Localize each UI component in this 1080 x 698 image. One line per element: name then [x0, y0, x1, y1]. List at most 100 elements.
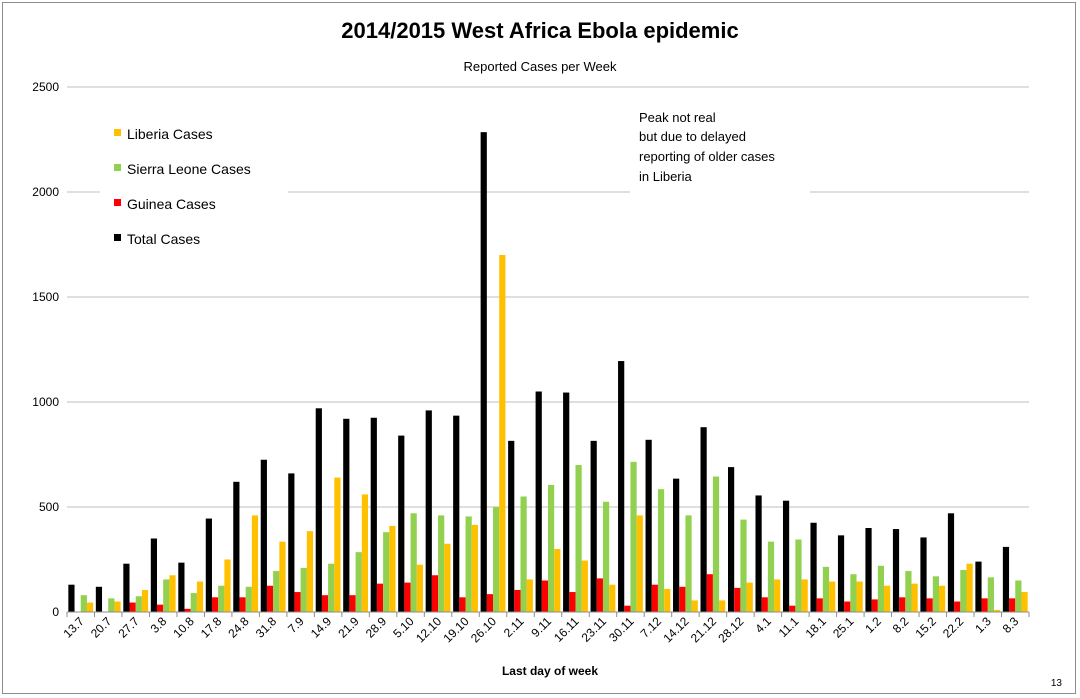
bar-total-cases-28.12: [728, 467, 735, 612]
bar-total-cases-26.10: [480, 132, 487, 612]
bar-total-cases-2.11: [508, 440, 515, 612]
bar-total-cases-21.12: [700, 427, 707, 612]
bar-liberia-cases-24.8: [251, 515, 259, 612]
bar-sierra-leone-cases-30.11: [630, 461, 637, 612]
bar-guinea-cases-21.9: [349, 595, 356, 612]
bar-total-cases-8.3: [1002, 546, 1010, 612]
bar-sierra-leone-cases-23.11: [602, 501, 610, 612]
bar-total-cases-20.7: [95, 586, 103, 612]
bar-total-cases-15.2: [920, 537, 927, 612]
bar-sierra-leone-cases-14.12: [685, 515, 692, 612]
bar-total-cases-4.1: [755, 495, 762, 612]
x-tick-label-11.1: 11.1: [776, 614, 802, 640]
bar-liberia-cases-9.11: [554, 549, 561, 612]
bar-guinea-cases-14.9: [321, 595, 329, 612]
x-tick-label-22.2: 22.2: [940, 614, 967, 641]
bar-liberia-cases-4.1: [774, 579, 781, 612]
bar-total-cases-31.8: [260, 459, 267, 612]
bar-sierra-leone-cases-31.8: [273, 571, 280, 612]
bar-liberia-cases-1.3: [993, 609, 1001, 612]
x-tick-label-25.1: 25.1: [830, 614, 857, 641]
bar-guinea-cases-25.1: [844, 601, 851, 612]
legend-swatch-guinea-cases: [114, 199, 121, 206]
x-tick-label-14.9: 14.9: [308, 614, 335, 641]
x-tick-label-26.10: 26.10: [468, 614, 499, 645]
x-tick-label-18.1: 18.1: [803, 614, 830, 641]
bar-total-cases-8.2: [892, 529, 900, 612]
x-tick-label-21.9: 21.9: [335, 614, 362, 641]
x-tick-label-14.12: 14.12: [660, 614, 691, 645]
bar-sierra-leone-cases-26.10: [493, 507, 500, 612]
bar-liberia-cases-10.8: [196, 581, 204, 612]
bar-guinea-cases-11.1: [789, 605, 796, 612]
bar-sierra-leone-cases-19.10: [465, 516, 472, 612]
annotation-line-1: Peak not real: [639, 110, 716, 125]
bar-liberia-cases-14.9: [334, 477, 341, 612]
bar-sierra-leone-cases-20.7: [108, 598, 115, 612]
bar-guinea-cases-7.9: [294, 592, 301, 612]
y-tick-label-500: 500: [39, 500, 59, 514]
bar-total-cases-9.11: [535, 391, 542, 612]
x-tick-label-1.2: 1.2: [862, 614, 884, 636]
bar-liberia-cases-5.10: [416, 564, 423, 612]
bar-sierra-leone-cases-7.9: [300, 567, 307, 612]
y-tick-label-2000: 2000: [32, 185, 59, 199]
annotation-line-3: reporting of older cases: [639, 149, 775, 164]
bar-sierra-leone-cases-8.2: [905, 571, 912, 612]
bar-guinea-cases-30.11: [624, 605, 631, 612]
bar-sierra-leone-cases-21.9: [355, 552, 362, 612]
bar-guinea-cases-2.11: [514, 589, 521, 612]
y-tick-label-1500: 1500: [32, 290, 59, 304]
x-axis-label: Last day of week: [502, 664, 598, 678]
bar-guinea-cases-7.12: [651, 584, 658, 612]
gridlines: [67, 86, 1029, 508]
bar-total-cases-10.8: [178, 562, 185, 612]
legend-label-sierra-leone-cases: Sierra Leone Cases: [127, 161, 251, 177]
bar-liberia-cases-15.2: [939, 585, 946, 612]
bar-sierra-leone-cases-13.7: [80, 595, 87, 612]
bar-total-cases-21.9: [343, 418, 350, 612]
x-tick-label-10.8: 10.8: [170, 614, 197, 641]
annotation-line-2: but due to delayed: [639, 129, 746, 144]
bar-total-cases-30.11: [618, 361, 625, 612]
x-tick-label-30.11: 30.11: [606, 614, 637, 645]
bar-guinea-cases-12.10: [431, 575, 439, 612]
x-tick-label-19.10: 19.10: [441, 614, 472, 645]
bar-sierra-leone-cases-4.1: [767, 541, 775, 612]
bar-sierra-leone-cases-14.9: [328, 563, 335, 612]
y-tick-label-1000: 1000: [32, 395, 59, 409]
bar-total-cases-1.3: [975, 561, 982, 612]
bar-guinea-cases-1.2: [871, 599, 878, 612]
bar-sierra-leone-cases-7.12: [657, 489, 665, 612]
bar-liberia-cases-18.1: [829, 581, 836, 612]
bar-total-cases-12.10: [425, 410, 432, 612]
bar-liberia-cases-14.12: [691, 600, 698, 612]
bar-total-cases-7.12: [645, 439, 652, 612]
bar-sierra-leone-cases-16.11: [575, 465, 582, 612]
bar-total-cases-7.9: [288, 473, 295, 612]
bar-guinea-cases-26.10: [486, 594, 494, 612]
bar-liberia-cases-1.2: [884, 585, 891, 612]
x-tick-label-9.11: 9.11: [528, 614, 554, 640]
bar-total-cases-23.11: [590, 440, 597, 612]
bar-guinea-cases-15.2: [926, 598, 933, 612]
bar-liberia-cases-26.10: [499, 255, 506, 612]
x-tick-label-4.1: 4.1: [752, 614, 774, 636]
bar-sierra-leone-cases-2.11: [520, 496, 527, 612]
bar-liberia-cases-3.8: [169, 575, 176, 612]
x-tick-label-8.3: 8.3: [1000, 614, 1022, 636]
bar-sierra-leone-cases-5.10: [410, 513, 417, 612]
legend-swatch-liberia-cases: [114, 129, 121, 136]
legend-label-guinea-cases: Guinea Cases: [127, 196, 216, 212]
bar-total-cases-11.1: [782, 500, 790, 612]
bar-total-cases-13.7: [68, 584, 75, 612]
bar-liberia-cases-11.1: [801, 579, 808, 612]
x-tick-label-21.12: 21.12: [688, 614, 719, 645]
bar-sierra-leone-cases-15.2: [932, 576, 939, 612]
bar-total-cases-24.8: [233, 481, 240, 612]
x-tick-label-7.9: 7.9: [285, 614, 307, 636]
bar-liberia-cases-8.3: [1021, 592, 1028, 612]
legend-background: [100, 115, 288, 255]
bar-total-cases-27.7: [123, 563, 130, 612]
